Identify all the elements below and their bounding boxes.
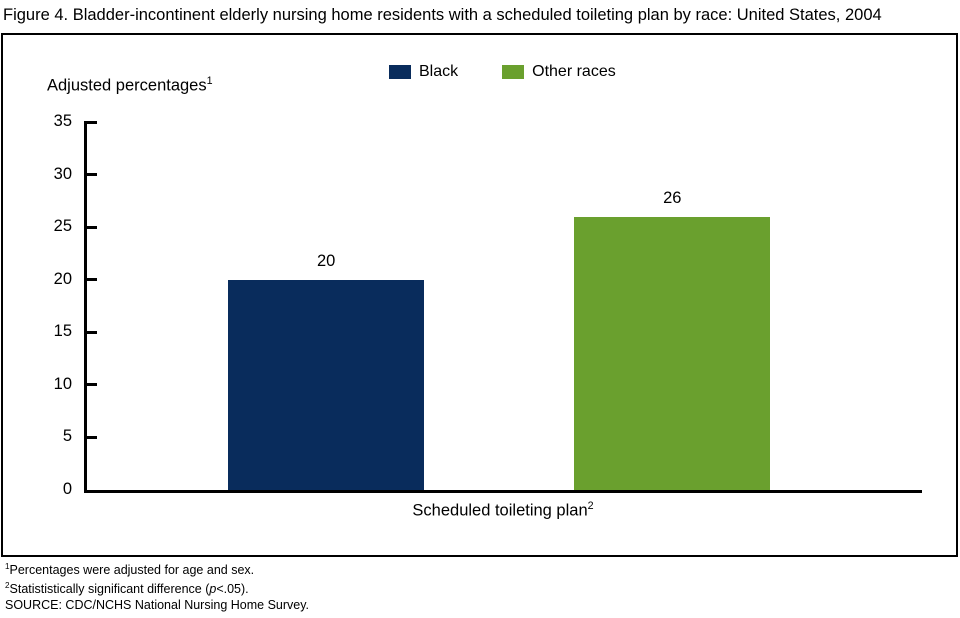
y-axis-tick-label: 30 bbox=[53, 164, 72, 183]
legend-label-black: Black bbox=[419, 63, 459, 80]
y-axis-tick-label: 25 bbox=[53, 217, 72, 236]
y-axis-tick bbox=[84, 330, 97, 334]
y-axis-line bbox=[84, 122, 87, 493]
x-axis-title-text: Scheduled toileting plan bbox=[412, 501, 588, 520]
y-axis-title: Adjusted percentages1 bbox=[47, 75, 213, 96]
y-axis-tick-label: 15 bbox=[53, 322, 72, 341]
plot-area: 0 5 10 15 20 25 30 35 20 26 bbox=[54, 112, 922, 498]
legend: Black Other races bbox=[389, 63, 616, 81]
footnote-source-text: SOURCE: CDC/NCHS National Nursing Home S… bbox=[5, 598, 310, 613]
legend-item-other-races: Other races bbox=[502, 63, 616, 81]
footnote-source: SOURCE: CDC/NCHS National Nursing Home S… bbox=[5, 597, 309, 613]
bar-other-races bbox=[574, 216, 771, 490]
y-axis-tick-label: 35 bbox=[53, 112, 72, 130]
y-axis-tick bbox=[84, 225, 97, 229]
footnote-1-superscript: 1 bbox=[5, 562, 10, 571]
footnote-2-superscript: 2 bbox=[5, 581, 10, 591]
x-axis-title: Scheduled toileting plan2 bbox=[84, 500, 922, 521]
y-axis-tick bbox=[84, 383, 97, 387]
y-axis-tick-label: 0 bbox=[62, 480, 72, 498]
bar-black bbox=[228, 279, 425, 490]
footnote-2-text-end: <.05). bbox=[216, 582, 249, 597]
legend-label-other-races: Other races bbox=[532, 63, 616, 80]
y-axis-tick bbox=[84, 278, 97, 282]
footnote-2: 2Statististically significant difference… bbox=[5, 578, 309, 597]
footnote-2-italic-p: p bbox=[209, 582, 217, 597]
bar-value-label: 20 bbox=[316, 251, 336, 270]
figure-title: Figure 4. Bladder-incontinent elderly nu… bbox=[3, 6, 882, 24]
y-axis-tick-label: 5 bbox=[62, 427, 72, 446]
y-axis-tick bbox=[84, 173, 97, 177]
y-axis-title-text: Adjusted percentages bbox=[47, 76, 207, 95]
bar-value-label: 26 bbox=[663, 188, 682, 207]
footnote-1-text: Percentages were adjusted for age and se… bbox=[9, 563, 255, 578]
y-axis-tick bbox=[84, 120, 97, 124]
x-axis-line bbox=[84, 490, 922, 493]
footnotes: 1Percentages were adjusted for age and s… bbox=[5, 559, 309, 613]
y-axis-tick-label: 20 bbox=[53, 269, 72, 288]
legend-swatch-black bbox=[389, 65, 411, 79]
y-axis-tick-label: 10 bbox=[53, 374, 72, 393]
footnote-1: 1Percentages were adjusted for age and s… bbox=[5, 559, 309, 578]
footnote-2-text: Statististically significant difference … bbox=[9, 582, 210, 597]
chart-border-box bbox=[1, 33, 958, 557]
x-axis-title-superscript: 2 bbox=[587, 500, 594, 512]
y-axis-title-superscript: 1 bbox=[206, 75, 213, 87]
legend-swatch-other-races bbox=[502, 65, 525, 79]
y-axis-tick bbox=[84, 435, 97, 439]
legend-item-black: Black bbox=[389, 63, 458, 81]
